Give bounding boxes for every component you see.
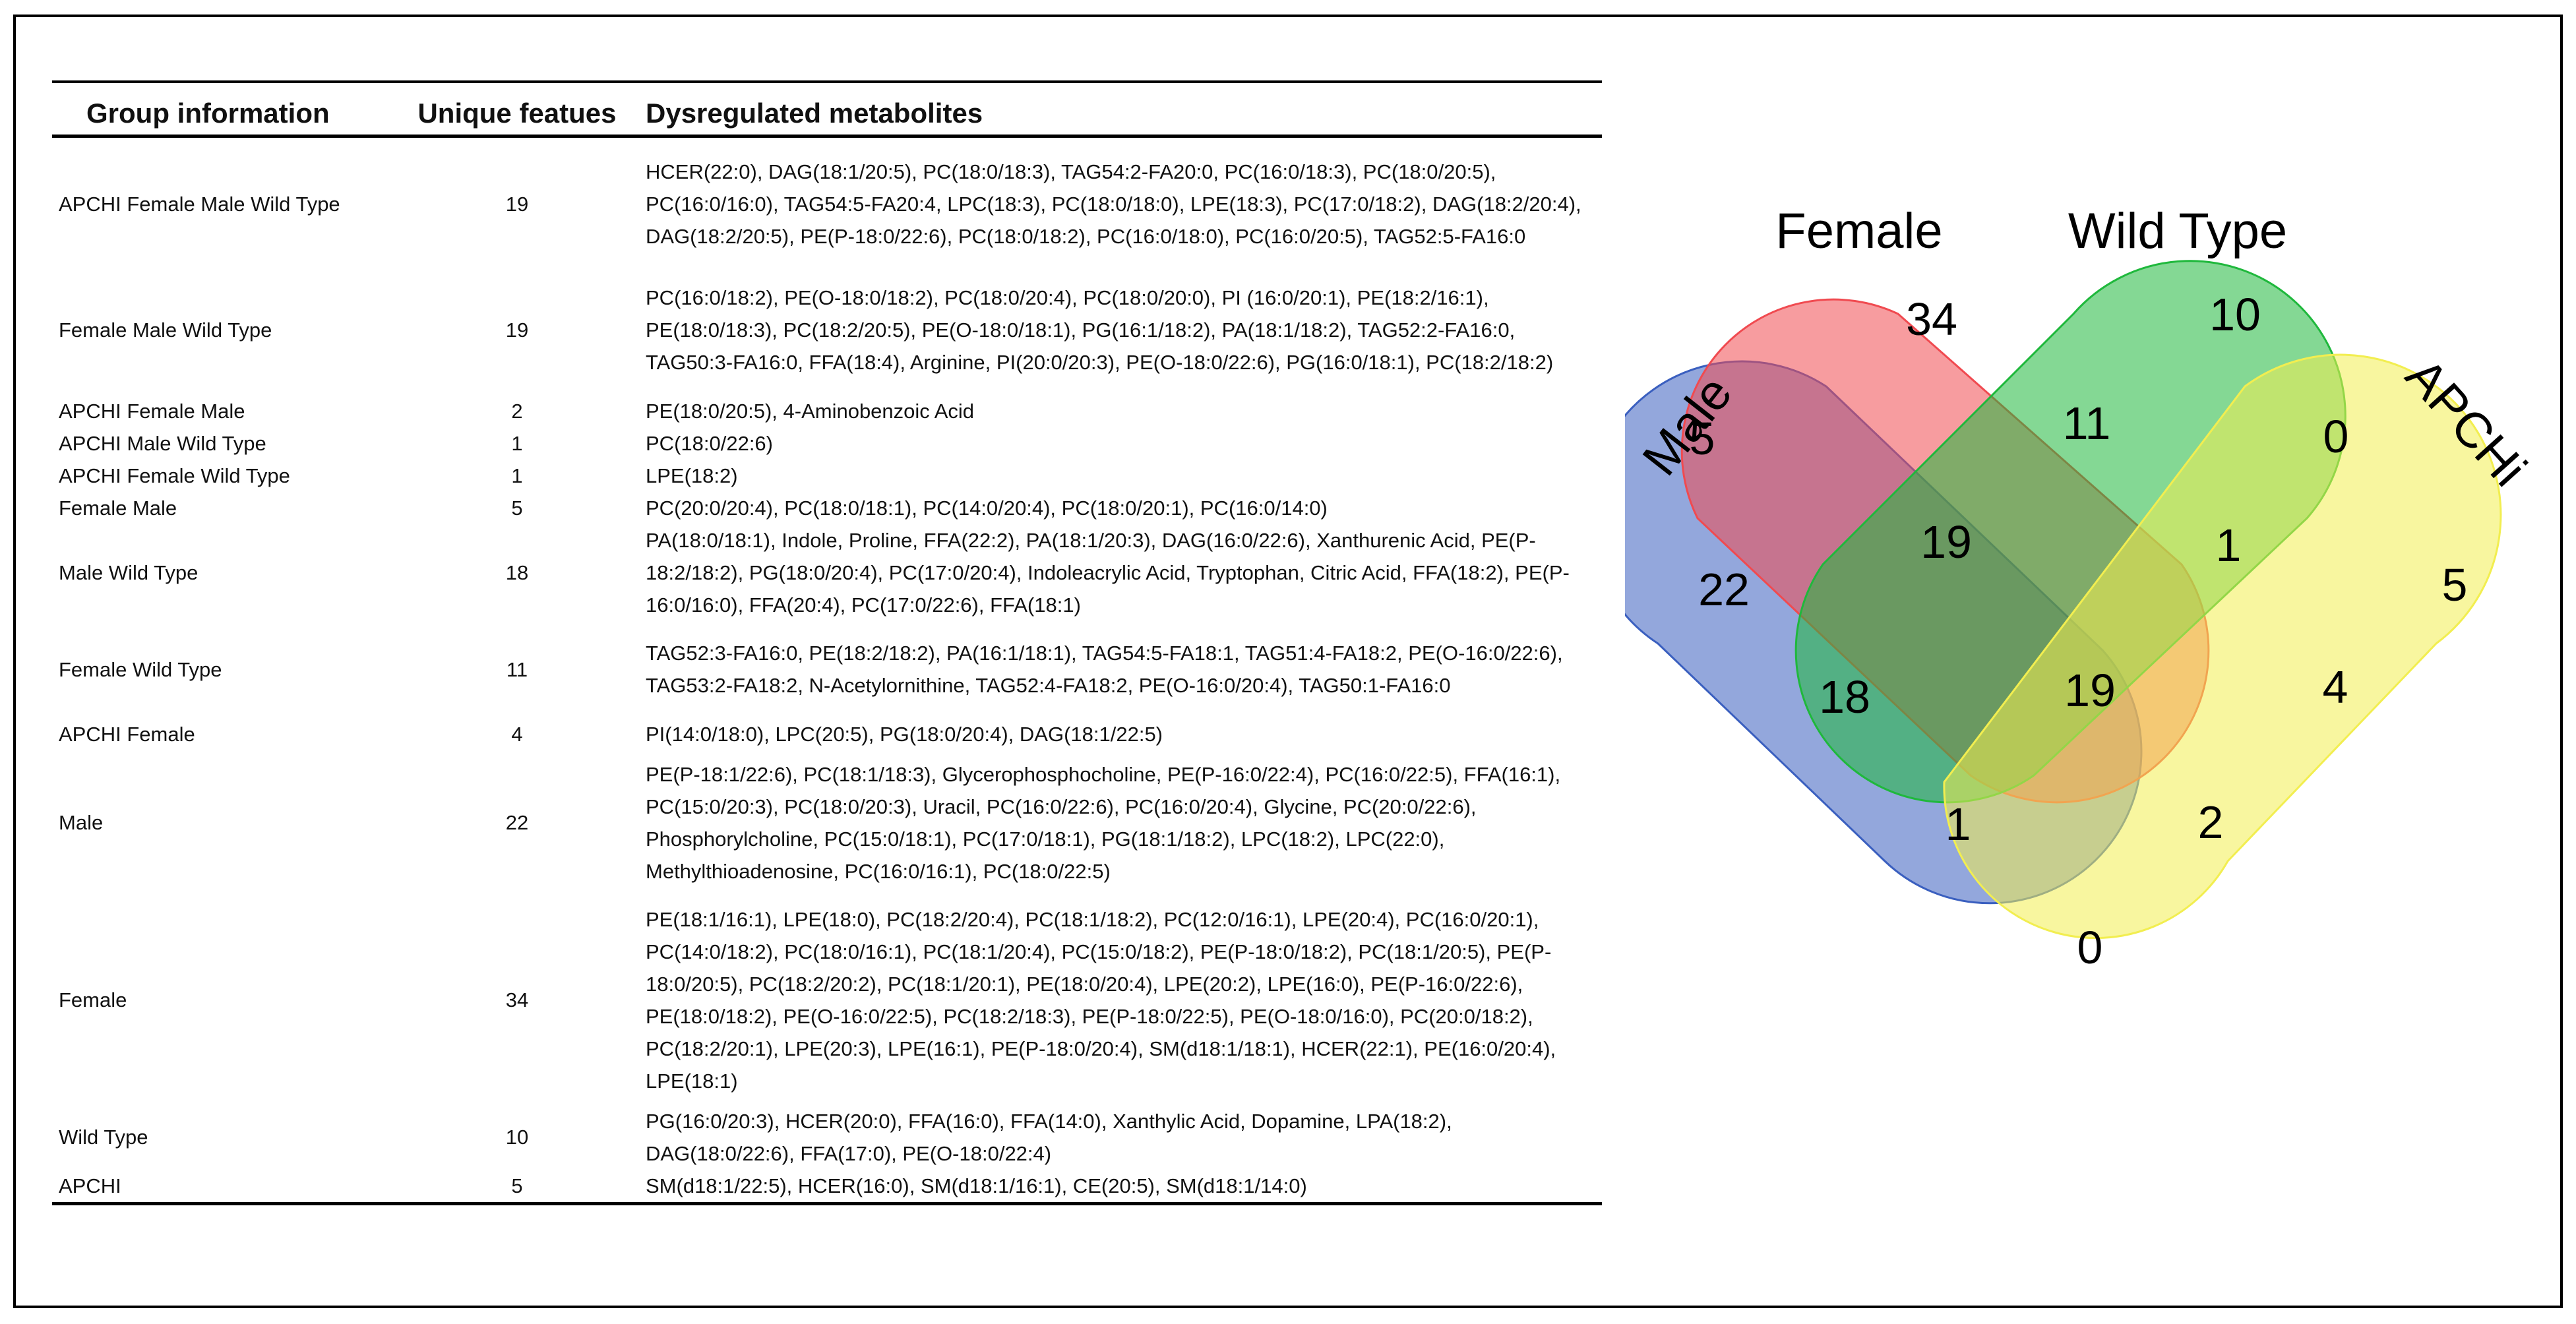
count-cell: 19 — [505, 318, 529, 342]
count-cell: 22 — [505, 811, 529, 834]
venn-set-apchi — [1943, 353, 2502, 940]
table-row: Male 22 PE(P-18:1/22:6), PC(18:1/18:3), Gl… — [52, 750, 1602, 895]
venn-region-numbers: 22 34 10 5 5 11 0 19 1 18 19 4 1 2 0 — [1690, 289, 2468, 973]
venn-count-female-male: 5 — [1690, 413, 1715, 464]
count-cell: 19 — [505, 193, 529, 216]
metabolites-cell: PC(20:0/20:4), PC(18:0/18:1), PC(14:0/20… — [646, 496, 1328, 520]
table-header-row: Group information Unique featues Dysregu… — [52, 80, 1602, 138]
venn-count-apchi-only: 5 — [2442, 559, 2468, 611]
metabolites-cell: PC(18:0/22:6) — [646, 431, 773, 455]
group-cell: APCHI Female Wild Type — [59, 464, 290, 487]
table-row: APCHI 5 SM(d18:1/22:5), HCER(16:0), SM(d18… — [52, 1169, 1602, 1205]
venn-count-female-only: 34 — [1906, 293, 1957, 345]
count-cell: 1 — [511, 464, 523, 487]
metabolites-cell: PC(16:0/18:2), PE(O-18:0/18:2), PC(18:0/… — [646, 286, 1554, 374]
group-cell: Female Wild Type — [59, 657, 222, 681]
metabolite-table: Group information Unique featues Dysregu… — [52, 80, 1602, 1205]
venn-count-male-only: 22 — [1698, 564, 1750, 615]
table: Group information Unique featues Dysregu… — [52, 80, 1602, 1205]
metabolites-cell: PI(14:0/18:0), LPC(20:5), PG(18:0/20:4),… — [646, 722, 1163, 746]
venn-count-female-wildtype-apchi: 1 — [2216, 520, 2242, 571]
table-row: Male Wild Type 18 PA(18:0/18:1), Indole, P… — [52, 524, 1602, 621]
table-row: Female Wild Type 11 TAG52:3-FA16:0, PE(18:… — [52, 621, 1602, 718]
count-cell: 10 — [505, 1126, 529, 1149]
table-row: APCHI Female Male Wild Type 19 HCER(22:0),… — [52, 136, 1602, 266]
venn-count-wildtype-only: 10 — [2209, 289, 2261, 340]
venn-label-female: Female — [1775, 203, 1942, 259]
venn-count-female-apchi: 4 — [2323, 661, 2348, 713]
count-cell: 1 — [511, 431, 523, 455]
group-cell: Female — [59, 988, 127, 1011]
metabolites-cell: LPE(18:2) — [646, 464, 738, 487]
venn-count-female-wildtype: 11 — [2063, 398, 2111, 449]
table-row: APCHI Female Wild Type 1 LPE(18:2) — [52, 460, 1602, 492]
count-cell: 4 — [511, 722, 523, 746]
group-cell: APCHI Male Wild Type — [59, 431, 266, 455]
count-cell: 2 — [511, 399, 523, 423]
header-metabolites: Dysregulated metabolites — [639, 80, 1602, 138]
table-row: Female Male Wild Type 19 PC(16:0/18:2), PE… — [52, 266, 1602, 395]
table-body: APCHI Female Male Wild Type 19 HCER(22:0),… — [52, 136, 1602, 1205]
group-cell: APCHI Female Male — [59, 399, 245, 423]
count-cell: 18 — [505, 560, 529, 584]
metabolites-cell: HCER(22:0), DAG(18:1/20:5), PC(18:0/18:3… — [646, 160, 1581, 249]
group-cell: Female Male — [59, 496, 177, 520]
venn-count-male-wildtype: 18 — [1819, 671, 1870, 723]
group-cell: Male Wild Type — [59, 560, 199, 584]
metabolites-cell: TAG52:3-FA16:0, PE(18:2/18:2), PA(16:1/1… — [646, 642, 1563, 697]
count-cell: 5 — [511, 496, 523, 520]
metabolites-cell: PG(16:0/20:3), HCER(20:0), FFA(16:0), FF… — [646, 1109, 1452, 1165]
metabolites-cell: SM(d18:1/22:5), HCER(16:0), SM(d18:1/16:… — [639, 1169, 1602, 1205]
group-cell: APCHI — [52, 1169, 395, 1205]
venn-label-wildtype: Wild Type — [2068, 203, 2287, 259]
count-cell: 11 — [506, 657, 528, 681]
group-cell: APCHI Female — [59, 722, 195, 746]
venn-count-male-wildtype-apchi: 1 — [1946, 798, 1971, 850]
metabolites-cell: PE(18:0/20:5), 4-Aminobenzoic Acid — [646, 399, 974, 423]
metabolites-cell: PA(18:0/18:1), Indole, Proline, FFA(22:2… — [646, 528, 1570, 617]
venn-count-female-male-wildtype: 19 — [1920, 516, 1972, 568]
venn-count-male-apchi: 0 — [2077, 922, 2103, 973]
header-group: Group information — [52, 80, 395, 138]
venn-diagram: Female Wild Type Male APCHi 22 34 10 5 5… — [1625, 203, 2537, 973]
count-cell: 5 — [395, 1169, 639, 1205]
metabolites-cell: PE(P-18:1/22:6), PC(18:1/18:3), Glycerop… — [646, 762, 1561, 883]
venn-count-female-male-apchi: 2 — [2198, 797, 2224, 848]
venn-shapes — [1625, 260, 2502, 940]
table-row: Female 34 PE(18:1/16:1), LPE(18:0), PC(18:… — [52, 895, 1602, 1105]
metabolites-cell: PE(18:1/16:1), LPE(18:0), PC(18:2/20:4),… — [646, 907, 1556, 1093]
venn-count-wildtype-apchi: 0 — [2323, 411, 2349, 462]
group-cell: Male — [59, 811, 104, 834]
venn-count-all-four: 19 — [2064, 665, 2116, 716]
table-row: Wild Type 10 PG(16:0/20:3), HCER(20:0), FF… — [52, 1105, 1602, 1170]
table-row: APCHI Female Male 2 PE(18:0/20:5), 4-Amino… — [52, 395, 1602, 427]
group-cell: Wild Type — [59, 1126, 148, 1149]
figure-frame: Group information Unique featues Dysregu… — [13, 15, 2563, 1308]
table-row: APCHI Female 4 PI(14:0/18:0), LPC(20:5), P… — [52, 718, 1602, 750]
header-unique: Unique featues — [395, 80, 639, 138]
group-cell: APCHI Female Male Wild Type — [59, 193, 340, 216]
count-cell: 34 — [505, 988, 529, 1011]
group-cell: Female Male Wild Type — [59, 318, 272, 342]
table-row: APCHI Male Wild Type 1 PC(18:0/22:6) — [52, 427, 1602, 460]
table-row: Female Male 5 PC(20:0/20:4), PC(18:0/18:1)… — [52, 492, 1602, 524]
